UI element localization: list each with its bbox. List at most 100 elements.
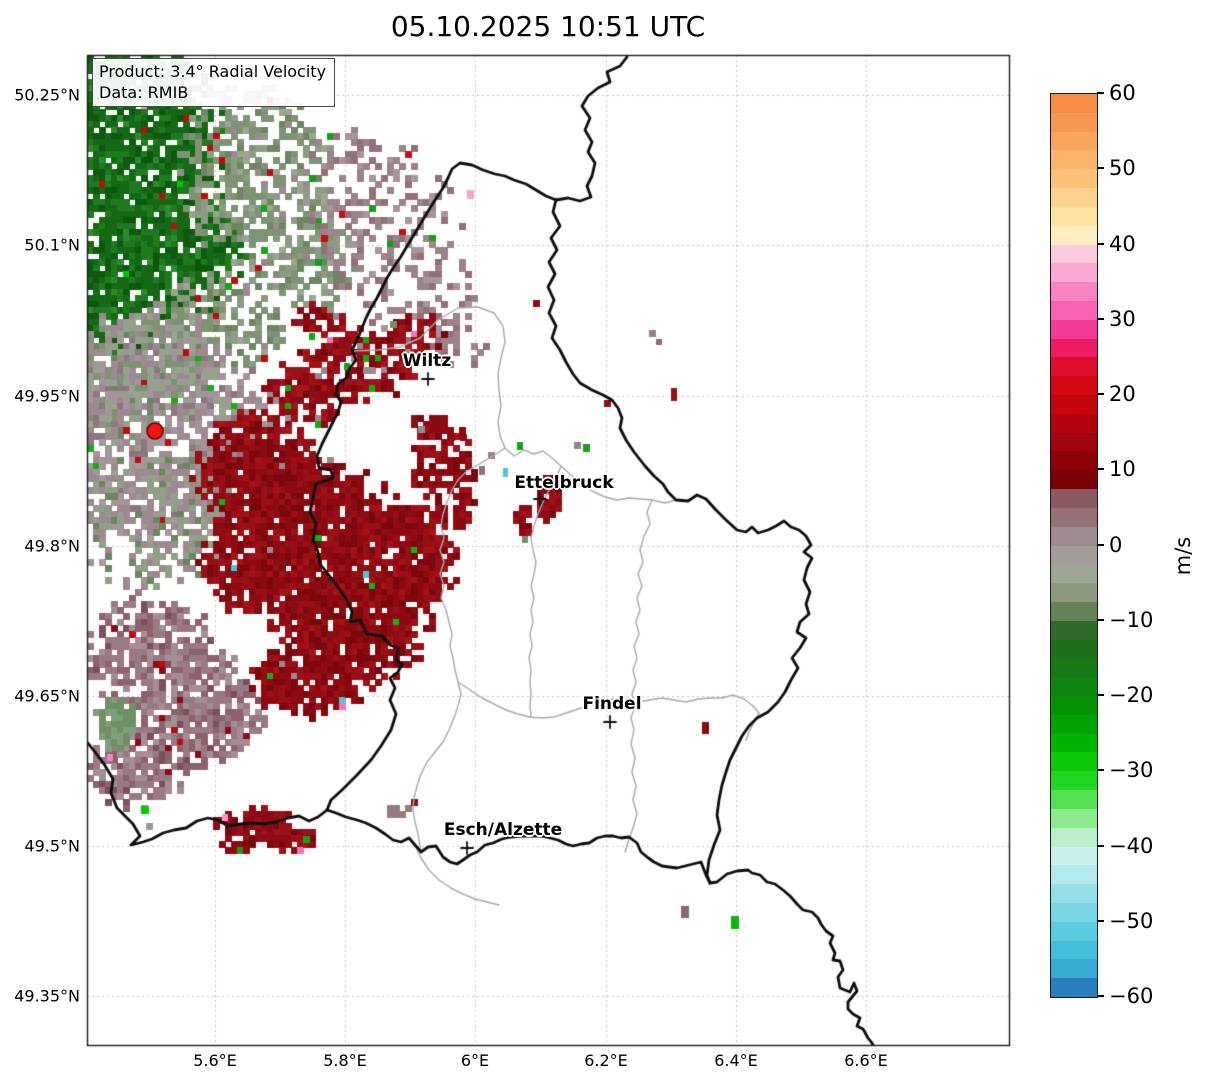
colorbar-tick-label: 50: [1109, 156, 1136, 181]
colorbar-tick-label: 30: [1109, 306, 1136, 331]
colorbar: [1050, 93, 1098, 998]
colorbar-band: [1051, 827, 1097, 847]
city-label-wiltz: Wiltz: [403, 351, 451, 371]
colorbar-band: [1051, 696, 1097, 715]
colorbar-tick-label: −10: [1109, 607, 1154, 632]
colorbar-band: [1051, 583, 1097, 602]
colorbar-band: [1051, 902, 1097, 922]
colorbar-band: [1051, 507, 1097, 527]
colorbar-band: [1051, 282, 1097, 301]
y-tick-label: 50.1°N: [24, 235, 80, 255]
colorbar-band: [1051, 169, 1097, 189]
colorbar-tick-mark: [1097, 618, 1104, 621]
colorbar-band: [1051, 601, 1097, 621]
city-label-ettelbruck: Ettelbruck: [514, 473, 613, 493]
y-tick-label: 49.5°N: [24, 836, 80, 856]
x-tick-label: 6.4°E: [714, 1051, 758, 1070]
colorbar-tick-label: −40: [1109, 833, 1154, 858]
colorbar-band: [1051, 639, 1097, 659]
colorbar-tick-mark: [1097, 468, 1104, 471]
colorbar-band: [1051, 376, 1097, 395]
colorbar-band: [1051, 884, 1097, 903]
colorbar-band: [1051, 188, 1097, 207]
colorbar-band: [1051, 489, 1097, 508]
colorbar-band: [1051, 470, 1097, 490]
colorbar-band: [1051, 319, 1097, 339]
colorbar-band: [1051, 733, 1097, 753]
colorbar-band: [1051, 112, 1097, 132]
colorbar-band: [1051, 263, 1097, 283]
colorbar-band: [1051, 865, 1097, 885]
colorbar-tick-mark: [1097, 393, 1104, 395]
colorbar-tick-label: 60: [1109, 81, 1136, 105]
y-tick-label: 49.35°N: [14, 986, 80, 1006]
y-tick-label: 49.65°N: [14, 686, 80, 706]
colorbar-unit-label: m/s: [1171, 536, 1195, 576]
colorbar-tick-label: 20: [1109, 382, 1136, 406]
colorbar-band: [1051, 658, 1097, 678]
colorbar-band: [1051, 940, 1097, 960]
colorbar-tick-label: −50: [1109, 908, 1154, 933]
colorbar-band: [1051, 206, 1097, 226]
colorbar-band: [1051, 790, 1097, 809]
y-tick-label: 49.8°N: [24, 536, 80, 556]
colorbar-tick-mark: [1097, 317, 1104, 320]
colorbar-tick-mark: [1097, 844, 1104, 847]
product-info-line2: Data: RMIB: [99, 83, 189, 103]
colorbar-band: [1051, 526, 1097, 546]
x-tick-label: 5.6°E: [193, 1051, 237, 1070]
product-info-line1: Product: 3.4° Radial Velocity: [99, 62, 327, 81]
colorbar-band: [1051, 131, 1097, 151]
colorbar-tick-mark: [1097, 167, 1104, 170]
colorbar-band: [1051, 959, 1097, 979]
city-name: Wiltz: [402, 351, 452, 371]
colorbar-band: [1051, 620, 1097, 640]
figure-title: 05.10.2025 10:51 UTC: [390, 10, 706, 43]
colorbar-band: [1051, 846, 1097, 866]
city-name: Findel: [582, 694, 642, 714]
colorbar-band: [1051, 94, 1097, 113]
colorbar-tick-mark: [1097, 919, 1104, 922]
colorbar-band: [1051, 244, 1097, 264]
colorbar-band: [1051, 564, 1097, 584]
colorbar-band: [1051, 413, 1097, 433]
colorbar-band: [1051, 300, 1097, 320]
colorbar-band: [1051, 338, 1097, 358]
colorbar-tick-label: 0: [1109, 532, 1123, 557]
colorbar-tick-mark: [1097, 92, 1104, 94]
colorbar-tick-mark: [1097, 242, 1104, 245]
y-tick-label: 49.95°N: [14, 386, 80, 406]
colorbar-tick-mark: [1097, 694, 1104, 696]
colorbar-band: [1051, 545, 1097, 565]
colorbar-tick-mark: [1097, 543, 1104, 546]
city-name: Ettelbruck: [514, 473, 614, 493]
colorbar-band: [1051, 978, 1097, 997]
colorbar-tick-mark: [1097, 995, 1104, 997]
colorbar-band: [1051, 357, 1097, 377]
city-name: Esch/Alzette: [443, 820, 563, 840]
colorbar-band: [1051, 677, 1097, 696]
city-label-esch-alzette: Esch/Alzette: [444, 820, 562, 840]
colorbar-tick-mark: [1097, 769, 1104, 772]
colorbar-tick-label: −60: [1109, 984, 1154, 1008]
colorbar-tick-label: 10: [1109, 457, 1136, 482]
colorbar-band: [1051, 808, 1097, 828]
colorbar-band: [1051, 714, 1097, 734]
colorbar-band: [1051, 752, 1097, 772]
city-label-findel: Findel: [582, 694, 641, 714]
colorbar-band: [1051, 921, 1097, 941]
colorbar-tick-label: −30: [1109, 758, 1154, 783]
x-tick-label: 6°E: [460, 1051, 490, 1070]
product-info-box: Product: 3.4° Radial Velocity Data: RMIB: [92, 58, 336, 108]
colorbar-band: [1051, 395, 1097, 414]
colorbar-tick-label: 40: [1109, 231, 1136, 256]
colorbar-band: [1051, 432, 1097, 452]
colorbar-band: [1051, 150, 1097, 170]
x-tick-label: 6.6°E: [844, 1051, 888, 1070]
colorbar-band: [1051, 225, 1097, 245]
colorbar-band: [1051, 771, 1097, 791]
y-tick-label: 50.25°N: [14, 85, 80, 105]
x-tick-label: 5.8°E: [323, 1051, 367, 1070]
